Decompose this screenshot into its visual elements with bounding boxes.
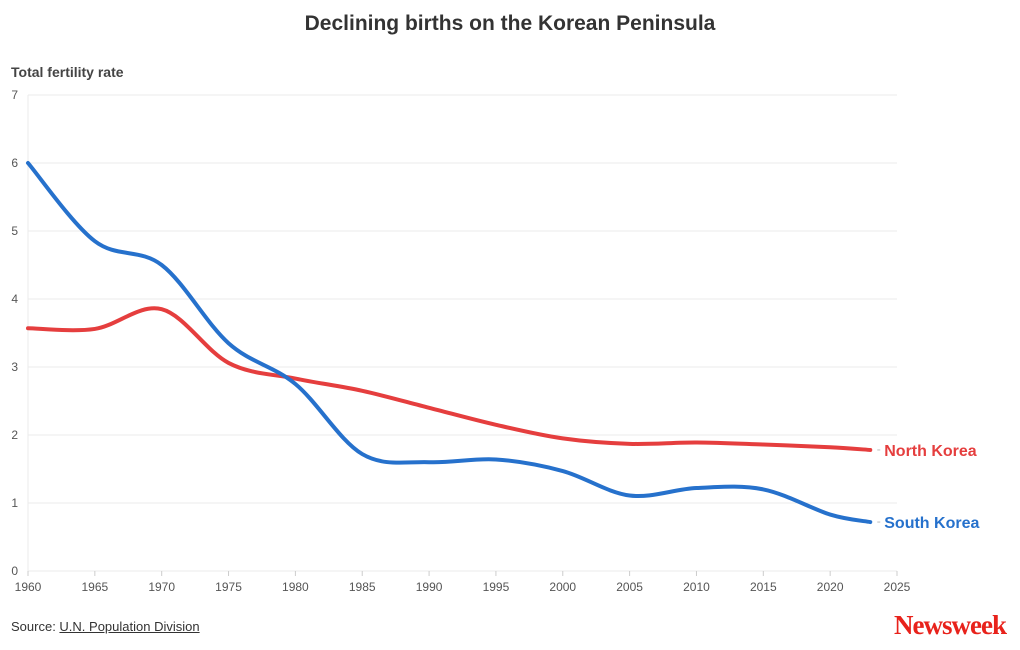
source-prefix: Source: [11,619,60,634]
y-tick-label: 1 [11,496,18,510]
y-tick-label: 5 [11,224,18,238]
y-tick-label: 2 [11,428,18,442]
x-tick-label: 2025 [884,580,911,594]
x-tick-label: 2005 [616,580,643,594]
x-tick-label: 1990 [416,580,443,594]
x-tick-label: 1995 [483,580,510,594]
y-tick-label: 6 [11,156,18,170]
x-tick-label: 1985 [349,580,376,594]
source-note: Source: U.N. Population Division [11,619,200,634]
x-tick-label: 2010 [683,580,710,594]
x-tick-label: 2000 [549,580,576,594]
x-tick-label: 2020 [817,580,844,594]
y-axis-label: Total fertility rate [11,64,124,80]
north-korea-label: North Korea [884,443,977,460]
y-tick-label: 7 [11,88,18,102]
y-tick-label: 0 [11,564,18,578]
x-tick-label: 1965 [81,580,108,594]
chart-title: Declining births on the Korean Peninsula [304,12,716,35]
y-tick-label: 4 [11,292,18,306]
source-link[interactable]: U.N. Population Division [59,619,200,634]
south-korea-label: South Korea [884,515,979,532]
newsweek-logo: Newsweek [894,610,1007,640]
x-tick-label: 1970 [148,580,175,594]
x-tick-label: 1975 [215,580,242,594]
south-korea-line [26,161,873,525]
x-tick-label: 2015 [750,580,777,594]
x-tick-label: 1960 [15,580,42,594]
north-korea-line [26,306,873,452]
y-tick-label: 3 [11,360,18,374]
x-tick-label: 1980 [282,580,309,594]
